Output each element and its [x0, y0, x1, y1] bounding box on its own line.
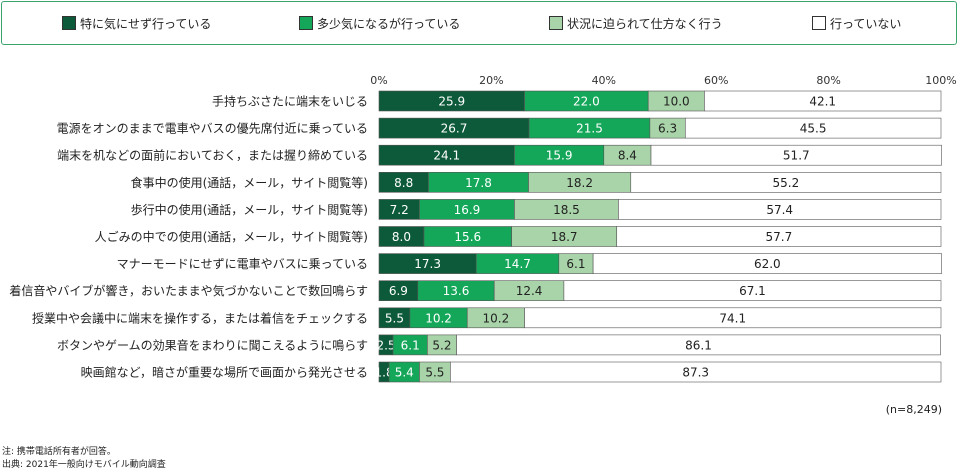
data-label: 7.2: [390, 203, 409, 217]
bar-segment: [630, 172, 942, 193]
legend-label-4: 行っていない: [830, 16, 902, 31]
data-label: 16.9: [454, 203, 481, 217]
data-label: 21.5: [576, 122, 603, 136]
category-label: 映画館など，暗さが重要な場所で画面から発光させる: [81, 365, 368, 380]
data-label: 55.2: [773, 176, 800, 190]
data-label: 5.2: [432, 338, 451, 352]
x-tick-label: 80%: [816, 74, 840, 87]
legend-item-2: 多少気になるが行っている: [299, 15, 460, 31]
category-label: 手持ちぶさたに端末をいじる: [212, 94, 368, 109]
data-label: 18.2: [566, 176, 593, 190]
data-label: 14.7: [504, 257, 531, 271]
category-label: 授業中や会議中に端末を操作する，または着信をチェックする: [32, 310, 368, 325]
bar-segment: [618, 199, 942, 220]
x-tick-label: 0%: [370, 74, 387, 87]
x-tick-label: 100%: [925, 74, 956, 87]
data-label: 5.5: [385, 311, 404, 325]
stacked-bar-chart: 0% 20% 40% 60% 80% 100% 手持ちぶさたに端末をいじる 25.9 22.0 1…: [9, 74, 957, 383]
data-label: 67.1: [739, 284, 766, 298]
chart-legend: 特に気にせず行っている 多少気になるが行っている 状況に迫られて仕方なく行う 行…: [1, 1, 957, 45]
data-label: 8.4: [618, 149, 637, 163]
x-tick-label: 60%: [704, 74, 728, 87]
data-label: 15.6: [454, 230, 481, 244]
category-label: 端末を机などの面前においておく，または握り締めている: [57, 148, 368, 163]
bar-segment: [450, 361, 942, 383]
data-label: 18.5: [553, 203, 580, 217]
data-label: 18.7: [551, 230, 578, 244]
legend-swatch-2: [299, 16, 313, 30]
bar-segment: [592, 253, 942, 274]
bar-segment: [524, 307, 942, 329]
data-label: 62.0: [754, 257, 781, 271]
data-label: 42.1: [809, 95, 836, 109]
data-label: 17.3: [414, 257, 441, 271]
bar-segment: [684, 117, 942, 139]
note-text: 注: 携帯電話所有者が回答。: [2, 447, 116, 457]
legend-label-2: 多少気になるが行っている: [317, 16, 461, 31]
data-label: 6.3: [658, 122, 677, 136]
data-label: 22.0: [573, 95, 600, 109]
bar-segment: [456, 334, 941, 356]
data-label: 57.7: [766, 230, 793, 244]
data-label: 57.4: [766, 203, 793, 217]
data-label: 10.2: [425, 311, 452, 325]
x-tick-label: 40%: [592, 74, 616, 87]
data-label: 15.9: [546, 149, 573, 163]
data-label: 12.4: [516, 284, 543, 298]
legend-swatch-3: [549, 16, 563, 30]
data-label: 10.0: [663, 95, 690, 109]
data-label: 6.1: [566, 257, 585, 271]
data-label: 17.8: [465, 176, 492, 190]
legend-label-1: 特に気にせず行っている: [80, 16, 212, 31]
bar-segment: [650, 144, 942, 166]
data-label: 5.5: [425, 366, 444, 380]
category-label: 電源をオンのままで電車やバスの優先席付近に乗っている: [57, 121, 368, 136]
data-label: 51.7: [783, 149, 810, 163]
legend-item-3: 状況に迫られて仕方なく行う: [549, 15, 723, 31]
data-label: 8.8: [394, 176, 413, 190]
legend-swatch-1: [62, 16, 76, 30]
category-label: 食事中の使用(通話，メール，サイト閲覧等): [131, 175, 368, 190]
data-label: 45.5: [800, 122, 827, 136]
data-label: 10.2: [483, 311, 510, 325]
x-tick-label: 20%: [479, 74, 503, 87]
data-label: 25.9: [438, 95, 465, 109]
category-label: 人ごみの中での使用(通話，メール，サイト閲覧等): [95, 229, 368, 244]
data-label: 6.9: [389, 284, 408, 298]
data-label: 8.0: [392, 230, 411, 244]
data-label: 5.4: [395, 366, 414, 380]
data-label: 24.1: [433, 149, 460, 163]
data-label: 74.1: [719, 311, 746, 325]
source-text: 出典: 2021年一般向けモバイル動向調査: [2, 460, 166, 470]
data-label: 2.5: [376, 338, 395, 352]
category-label: マナーモードにせずに電車やバスに乗っている: [117, 257, 368, 271]
data-label: 6.1: [401, 338, 420, 352]
legend-swatch-4: [812, 16, 826, 30]
category-label: ボタンやゲームの効果音をまわりに聞こえるように鳴らす: [57, 337, 368, 352]
bar-segment: [563, 280, 942, 301]
category-label: 着信音やバイブが響き，おいたままや気づかないことで数回鳴らす: [9, 283, 368, 298]
legend-label-3: 状況に迫られて仕方なく行う: [567, 16, 723, 31]
data-label: 13.6: [443, 284, 470, 298]
legend-item-1: 特に気にせず行っている: [62, 15, 211, 31]
category-label: 歩行中の使用(通話，メール，サイト閲覧等): [131, 202, 368, 217]
sample-size-label: (n=8,249): [885, 403, 942, 416]
bar-segment: [616, 226, 942, 247]
data-label: 26.7: [441, 122, 468, 136]
data-label: 87.3: [682, 366, 709, 380]
bar-segment: [704, 90, 942, 112]
legend-item-4: 行っていない: [812, 15, 901, 31]
data-label: 86.1: [685, 338, 712, 352]
